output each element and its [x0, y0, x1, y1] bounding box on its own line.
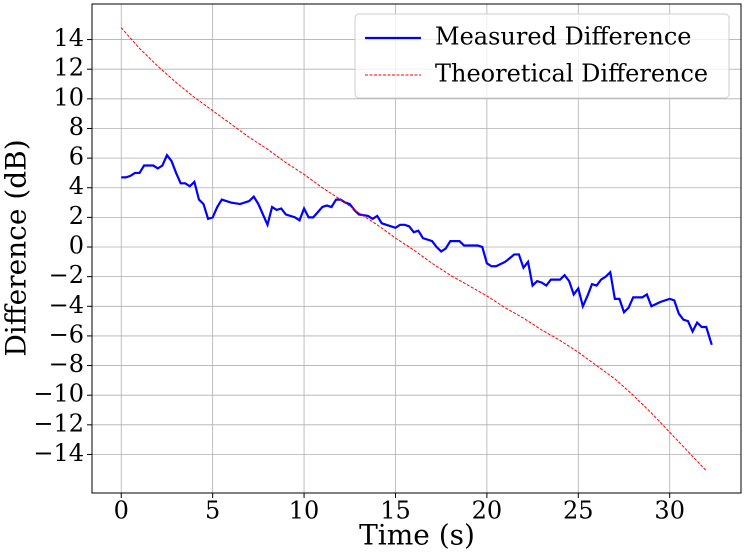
x-tick-label: 15	[380, 497, 411, 525]
x-tick-label: 10	[289, 497, 320, 525]
legend-label: Theoretical Difference	[435, 60, 708, 88]
y-tick-label: −6	[49, 320, 84, 348]
x-tick-label: 30	[654, 497, 685, 525]
y-tick-label: 0	[69, 232, 84, 260]
legend: Measured Difference Theoretical Differenc…	[354, 13, 730, 99]
legend-box	[354, 13, 730, 99]
series-line	[120, 27, 707, 472]
y-tick-label: 4	[69, 172, 84, 200]
plot-frame	[91, 3, 742, 494]
y-axis-label: Difference (dB)	[0, 139, 33, 356]
y-tick-label: 8	[69, 113, 84, 141]
series-line	[121, 153, 713, 346]
legend-label: Measured Difference	[435, 23, 691, 51]
y-tick-label: −8	[49, 350, 84, 378]
y-tick-label: 2	[69, 202, 84, 230]
y-tick-label: −10	[33, 380, 84, 408]
y-tick-label: 10	[53, 83, 84, 111]
x-axis-label: Time (s)	[359, 519, 475, 552]
y-tick-label: 14	[53, 24, 84, 52]
y-tick-label: 6	[69, 143, 84, 171]
y-tick-label: 12	[53, 54, 84, 82]
x-tick-label: 5	[205, 497, 220, 525]
y-tick-label: −2	[49, 261, 84, 289]
x-tick-label: 0	[114, 497, 129, 525]
y-tick-label: −12	[33, 409, 84, 437]
x-tick-label: 20	[472, 497, 503, 525]
y-tick-label: −4	[49, 291, 84, 319]
x-tick-label: 25	[563, 497, 594, 525]
y-tick-label: −14	[33, 439, 84, 467]
